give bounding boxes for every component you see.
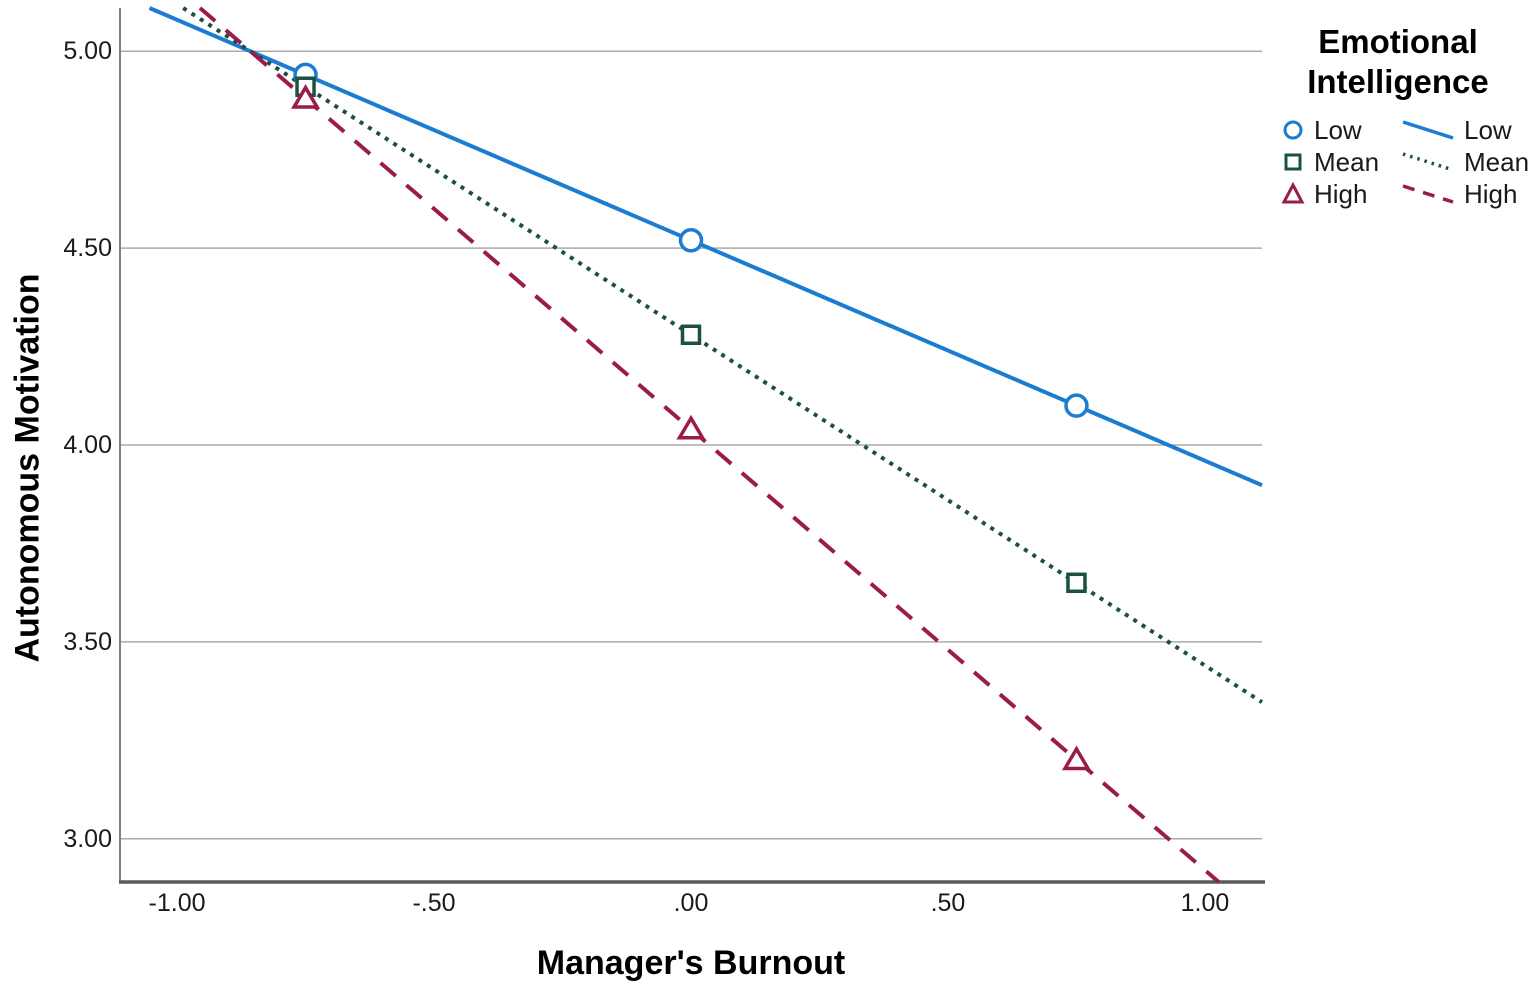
legend-line-label-high: High [1464, 178, 1518, 209]
solid-line-icon [1402, 120, 1454, 140]
marker-mean-3 [1066, 572, 1087, 594]
y-tick-label-4.50: 4.50 [63, 234, 112, 263]
legend-marker-item-high: High [1280, 178, 1379, 210]
legend-marker-item-low: Low [1280, 114, 1379, 146]
legend-marker-label-high: High [1314, 178, 1368, 209]
marker-high-1 [290, 84, 321, 109]
x-tick-label--1.00: -1.00 [148, 889, 206, 917]
circle-marker-icon [1283, 120, 1303, 140]
marker-mean-2 [680, 324, 702, 346]
x-axis-title: Manager's Burnout [536, 944, 846, 982]
legend-line-label-low: Low [1464, 114, 1512, 145]
legend-line-item-high: High [1400, 178, 1529, 210]
marker-low-3 [1064, 393, 1089, 418]
legend-marker-label-mean: Mean [1314, 146, 1380, 177]
solid-line-glyph [1402, 120, 1454, 140]
legend: Emotional Intelligence Low Mean High Low Me… [1278, 22, 1529, 209]
y-tick-label-3.00: 3.00 [63, 824, 112, 853]
y-tick-label-3.50: 3.50 [63, 627, 112, 656]
series-line-high [198, 6, 1221, 884]
triangle-glyph [1281, 181, 1305, 204]
legend-line-label-mean: Mean [1464, 146, 1530, 177]
series-line-mean [182, 6, 1264, 704]
square-glyph [1284, 153, 1302, 171]
legend-line-item-mean: Mean [1400, 146, 1529, 178]
legend-marker-item-mean: Mean [1280, 146, 1379, 178]
square-marker-icon [1284, 153, 1302, 171]
marker-low-2 [678, 228, 704, 253]
legend-title: Emotional Intelligence [1307, 23, 1489, 100]
dotted-line-glyph [1402, 152, 1454, 172]
x-tick-label-.50: .50 [930, 889, 966, 917]
y-tick-label-5.00: 5.00 [63, 37, 112, 66]
legend-marker-label-low: Low [1314, 114, 1362, 145]
marker-high-3 [1061, 745, 1092, 771]
y-tick-label-4.00: 4.00 [63, 431, 112, 459]
x-tick-label--.50: -.50 [412, 889, 456, 917]
y-axis-title: Autonomous Motivation [8, 273, 47, 663]
legend-marker-column: Low Mean High [1280, 114, 1379, 210]
marker-high-2 [676, 414, 706, 440]
dotted-line-icon [1402, 152, 1454, 172]
x-tick-label-1.00: 1.00 [1180, 889, 1230, 917]
legend-line-item-low: Low [1400, 114, 1529, 146]
circle-glyph [1283, 120, 1303, 140]
x-tick-label-.00: .00 [673, 889, 709, 917]
triangle-marker-icon [1281, 181, 1305, 204]
dashed-line-icon [1402, 184, 1454, 204]
legend-line-column: Low Mean High [1400, 114, 1529, 210]
dashed-line-glyph [1402, 184, 1454, 204]
